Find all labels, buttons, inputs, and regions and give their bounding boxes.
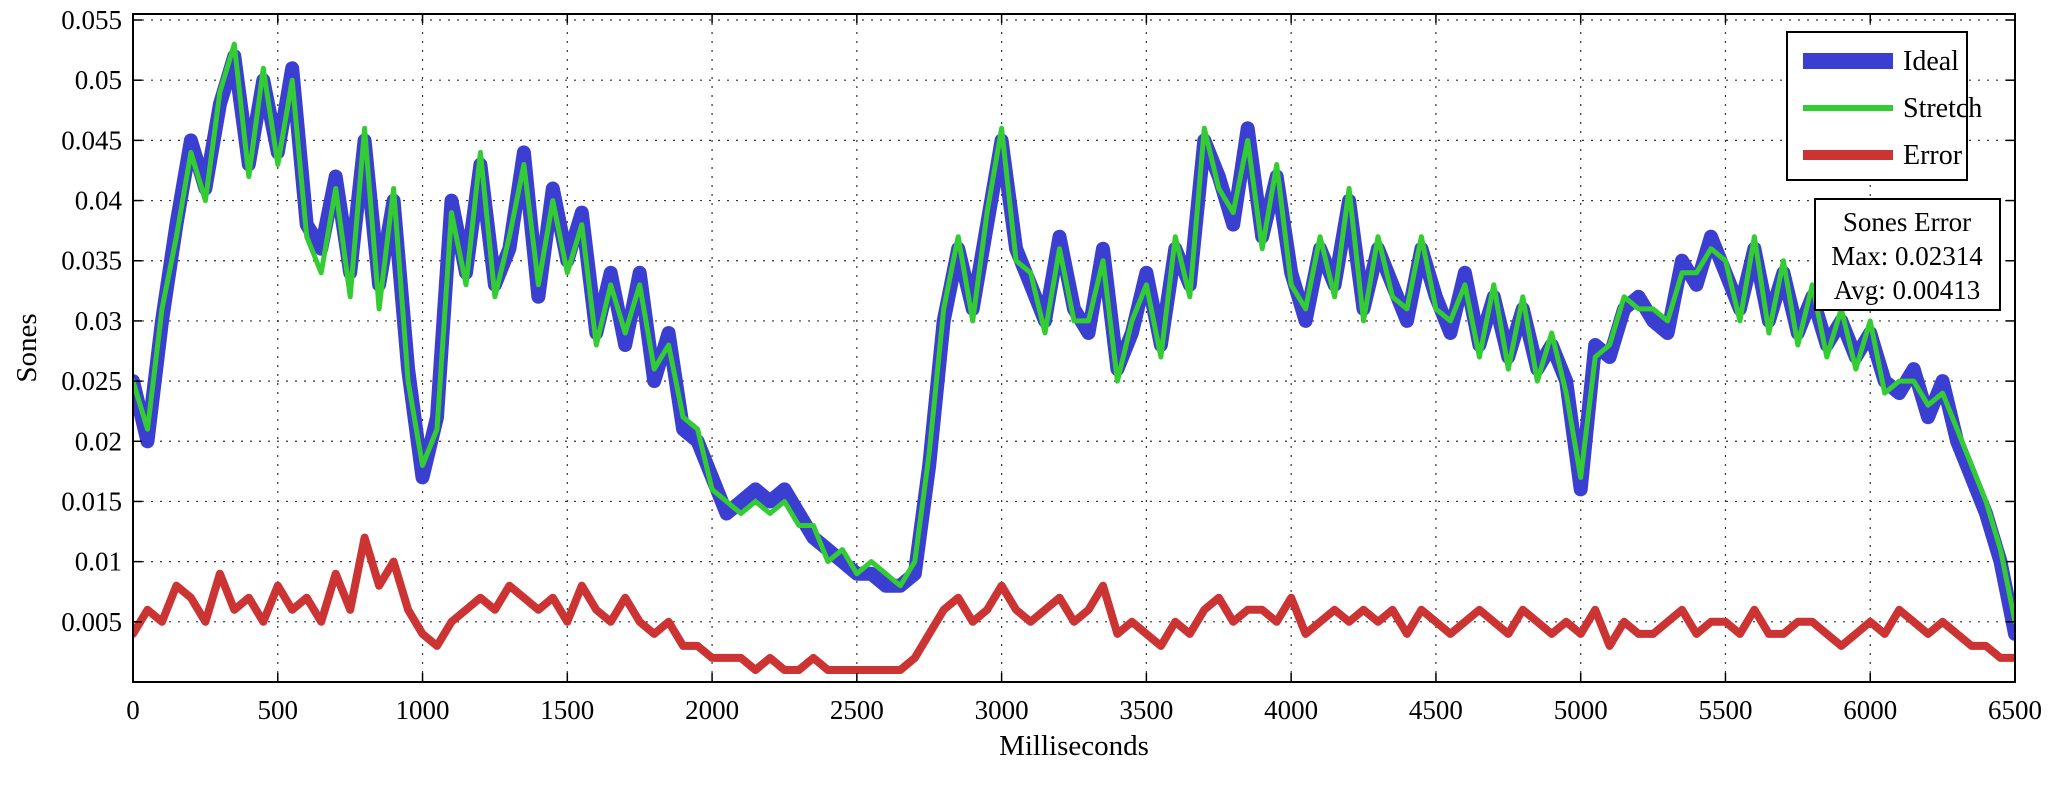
y-tick-label: 0.025: [61, 366, 122, 396]
stats-max: Max: 0.02314: [1831, 241, 1983, 271]
stats-box: Sones Error Max: 0.02314 Avg: 0.00413: [1814, 198, 2001, 311]
ticks: [132, 14, 2016, 682]
x-tick-label: 6500: [1988, 695, 2042, 725]
plot-frame: [132, 13, 2016, 683]
y-axis-label: Sones: [11, 313, 43, 382]
stats-avg: Avg: 0.00413: [1834, 275, 1981, 305]
x-tick-label: 2500: [830, 695, 884, 725]
series-line-error: [133, 533, 2015, 674]
x-axis-label: Milliseconds: [999, 730, 1149, 762]
x-tick-label: 4500: [1409, 695, 1463, 725]
legend: Ideal Stretch Error: [1786, 31, 1982, 181]
y-tick-label: 0.045: [61, 125, 122, 155]
series-group: [133, 41, 2015, 674]
x-tick-label: 2000: [685, 695, 739, 725]
series-line-ideal: [133, 49, 2015, 641]
y-tick-labels: 0.005 0.01 0.015 0.02 0.025 0.03 0.035 0.04 0.04…: [61, 5, 122, 637]
x-tick-label: 1500: [540, 695, 594, 725]
y-tick-label: 0.035: [61, 246, 122, 276]
stats-title: Sones Error: [1843, 207, 1971, 237]
x-tick-label: 500: [258, 695, 299, 725]
x-tick-label: 1000: [396, 695, 450, 725]
legend-label-error: Error: [1903, 140, 1963, 171]
y-tick-label: 0.01: [75, 547, 122, 577]
x-tick-label: 6000: [1843, 695, 1897, 725]
x-tick-label: 4000: [1264, 695, 1318, 725]
y-tick-label: 0.04: [75, 186, 123, 216]
legend-label-ideal: Ideal: [1903, 46, 1959, 77]
y-tick-label: 0.015: [61, 486, 122, 516]
series-line-stretch: [133, 41, 2015, 625]
x-tick-label: 3500: [1119, 695, 1173, 725]
stats-box-frame: [1814, 198, 2001, 311]
x-tick-label: 0: [126, 695, 140, 725]
x-tick-label: 5500: [1698, 695, 1752, 725]
x-tick-label: 3000: [975, 695, 1029, 725]
x-tick-label: 5000: [1554, 695, 1608, 725]
y-tick-label: 0.05: [75, 65, 122, 95]
legend-label-stretch: Stretch: [1903, 93, 1982, 124]
y-tick-label: 0.02: [75, 426, 122, 456]
y-tick-label: 0.03: [75, 306, 122, 336]
y-tick-label: 0.055: [61, 5, 122, 35]
x-tick-labels: 0 500 1000 1500 2000 2500 3000 3500 4000 4500 5000…: [126, 695, 2042, 725]
y-tick-label: 0.005: [61, 607, 122, 637]
grid: [133, 14, 2015, 682]
